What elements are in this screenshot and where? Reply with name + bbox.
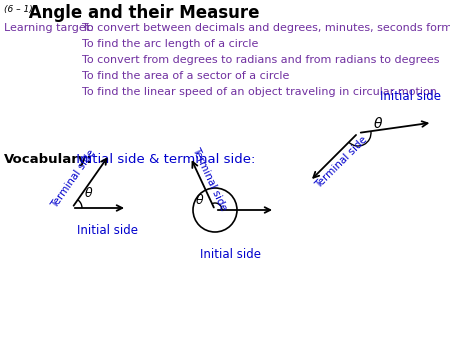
Text: Initial side: Initial side [380,90,441,103]
Text: θ: θ [374,117,382,131]
Text: Initial side: Initial side [200,248,261,261]
Text: Initial side: Initial side [77,224,138,237]
Text: θ: θ [195,194,203,207]
Text: To find the linear speed of an object traveling in circular motion: To find the linear speed of an object tr… [82,87,437,97]
Text: Vocabulary:: Vocabulary: [4,153,93,166]
Text: To convert from degrees to radians and from radians to degrees: To convert from degrees to radians and f… [82,55,440,65]
Text: (6 – 1): (6 – 1) [4,5,33,14]
Text: To find the area of a sector of a circle: To find the area of a sector of a circle [82,71,289,81]
Text: To convert between decimals and degrees, minutes, seconds forms: To convert between decimals and degrees,… [82,23,450,33]
Text: Learning target:: Learning target: [4,23,94,33]
Text: Initial side & terminal side:: Initial side & terminal side: [72,153,256,166]
Text: Terminal side: Terminal side [191,145,229,212]
Text: To find the arc length of a circle: To find the arc length of a circle [82,39,258,49]
Text: Terminal side: Terminal side [49,147,97,210]
Text: Terminal side: Terminal side [314,135,369,191]
Text: θ: θ [85,187,93,200]
Text: Angle and their Measure: Angle and their Measure [23,4,260,22]
